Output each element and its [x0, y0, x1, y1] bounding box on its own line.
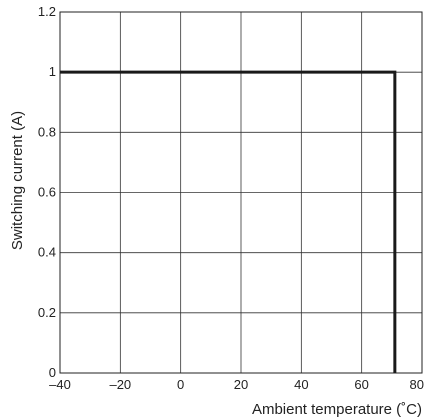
- y-tick-label: 0.8: [38, 124, 56, 139]
- x-tick-label: 60: [354, 377, 368, 392]
- y-axis-title: Switching current (A): [9, 111, 26, 250]
- y-tick-label: 0.4: [38, 245, 56, 260]
- x-tick-label: –20: [109, 377, 131, 392]
- x-tick-labels: –40 –20 0 20 40 60 80: [49, 377, 424, 392]
- y-tick-labels: 0 0.2 0.4 0.6 0.8 1 1.2: [38, 4, 56, 380]
- plot-frame: [59, 11, 423, 374]
- x-tick-label: –40: [49, 377, 71, 392]
- y-tick-label: 0.2: [38, 305, 56, 320]
- series-group: [60, 70, 397, 373]
- x-tick-label: 20: [234, 377, 248, 392]
- y-tick-label: 0: [49, 365, 56, 380]
- series-line: [60, 70, 397, 373]
- x-axis-title: Ambient temperature (˚C): [252, 401, 422, 418]
- x-tick-label: 40: [294, 377, 308, 392]
- y-tick-label: 1: [49, 64, 56, 79]
- y-tick-label: 0.6: [38, 185, 56, 200]
- x-tick-label: 80: [410, 377, 424, 392]
- x-tick-label: 0: [177, 377, 184, 392]
- grid: [60, 12, 422, 373]
- y-tick-label: 1.2: [38, 4, 56, 19]
